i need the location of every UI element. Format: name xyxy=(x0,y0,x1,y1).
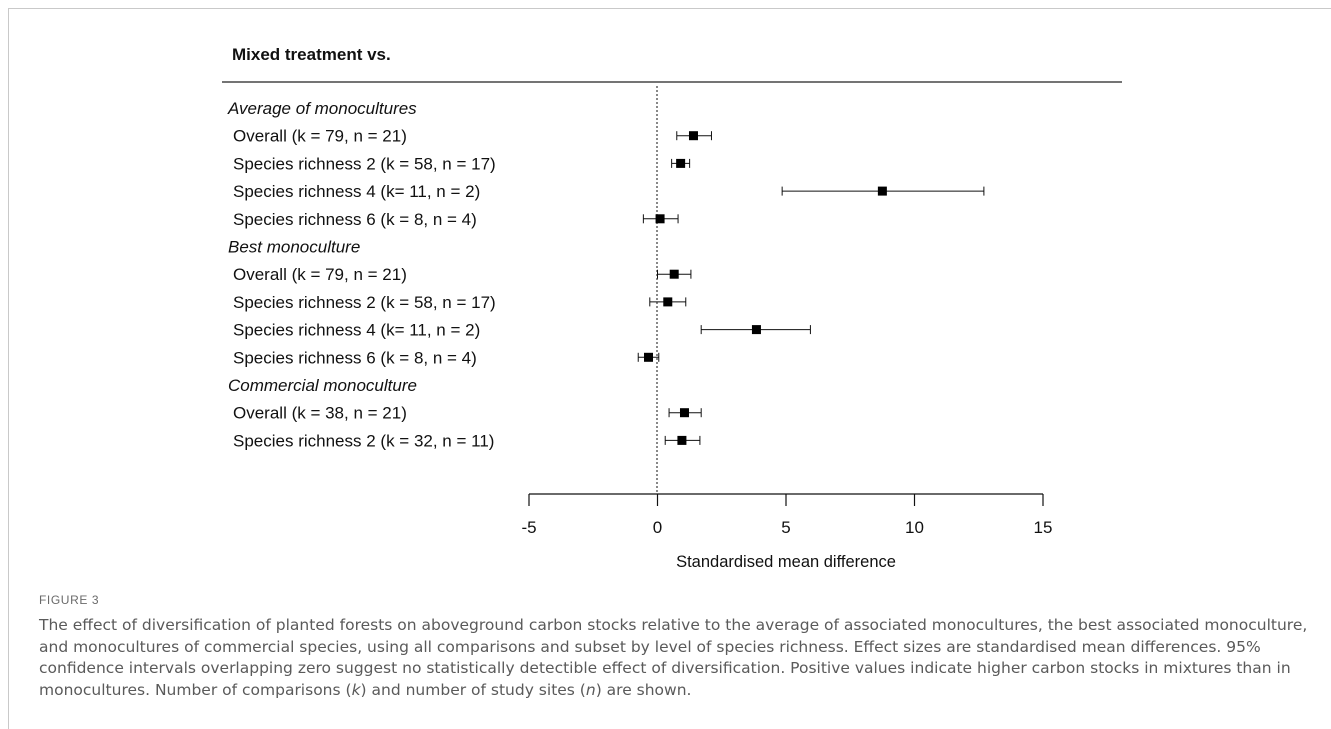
figure-label: FIGURE 3 xyxy=(39,593,100,607)
estimate-marker xyxy=(663,297,673,307)
figure-frame-left-border xyxy=(8,8,9,729)
estimate-marker xyxy=(688,131,698,141)
group-heading: Commercial monoculture xyxy=(228,376,417,395)
row-label: Species richness 6 (k = 8, n = 4) xyxy=(233,210,477,229)
estimate-marker xyxy=(751,325,761,335)
row-label: Species richness 2 (k = 58, n = 17) xyxy=(233,154,496,173)
x-tick-label: -5 xyxy=(521,518,536,537)
x-tick-label: 10 xyxy=(905,518,924,537)
caption-n-symbol: n xyxy=(585,680,596,699)
forest-plot: Mixed treatment vs. Average of monocultu… xyxy=(222,45,1122,571)
x-tick-label: 5 xyxy=(781,518,790,537)
estimate-marker xyxy=(677,435,687,445)
x-tick-label: 15 xyxy=(1034,518,1053,537)
row-label: Species richness 2 (k = 32, n = 11) xyxy=(233,431,494,450)
estimate-marker xyxy=(669,269,679,279)
figure-caption: FIGURE 3 The effect of diversification o… xyxy=(39,593,1309,701)
estimate-marker xyxy=(644,352,654,362)
group-heading: Best monoculture xyxy=(228,238,360,257)
estimate-marker xyxy=(676,158,686,168)
caption-text-part-2: ) and number of study sites ( xyxy=(360,680,586,699)
x-tick-label: 0 xyxy=(653,518,662,537)
row-label: Species richness 6 (k = 8, n = 4) xyxy=(233,348,477,367)
row-label: Species richness 2 (k = 58, n = 17) xyxy=(233,293,496,312)
group-heading: Average of monocultures xyxy=(227,99,417,118)
row-label: Overall (k = 79, n = 21) xyxy=(233,265,407,284)
estimate-marker xyxy=(655,214,665,224)
figure-frame-top-border xyxy=(8,8,1331,9)
caption-text-part-1: The effect of diversification of planted… xyxy=(39,616,1308,699)
estimate-marker xyxy=(877,186,887,196)
figure-caption-text: The effect of diversification of planted… xyxy=(39,615,1309,701)
row-label: Species richness 4 (k= 11, n = 2) xyxy=(233,182,480,201)
row-label: Overall (k = 79, n = 21) xyxy=(233,127,407,146)
caption-text-part-3: ) are shown. xyxy=(595,680,692,699)
x-axis-label: Standardised mean difference xyxy=(676,553,896,571)
row-label: Species richness 4 (k= 11, n = 2) xyxy=(233,321,480,340)
rows-layer: Average of monocultures Overall (k = 79, … xyxy=(227,99,985,450)
estimate-marker xyxy=(679,408,689,418)
chart-title: Mixed treatment vs. xyxy=(232,45,391,64)
row-label: Overall (k = 38, n = 21) xyxy=(233,404,407,423)
x-axis: -5 0 5 10 15 xyxy=(521,493,1053,537)
caption-k-symbol: k xyxy=(351,680,361,699)
